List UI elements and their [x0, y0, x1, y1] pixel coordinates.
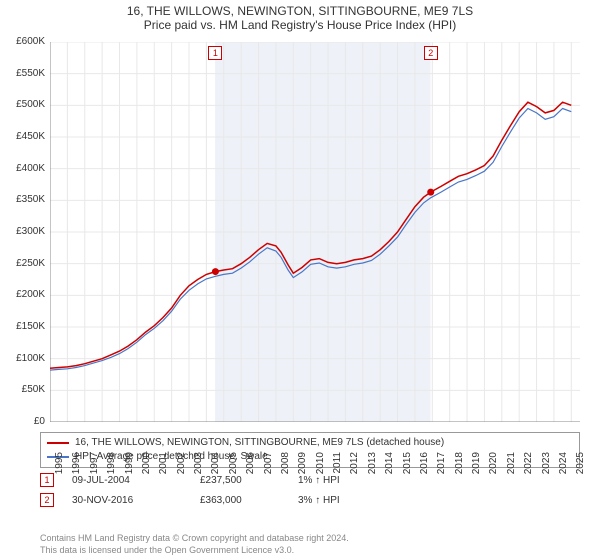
y-axis-tick-label: £400K [16, 163, 45, 174]
x-axis-tick-label: 2006 [245, 452, 256, 480]
marker-badge: 1 [40, 473, 54, 487]
y-axis-tick-label: £150K [16, 321, 45, 332]
transaction-date: 30-NOV-2016 [72, 495, 182, 506]
x-axis-tick-label: 2004 [210, 452, 221, 480]
attribution-line1: Contains HM Land Registry data © Crown c… [40, 532, 580, 544]
legend-row: 16, THE WILLOWS, NEWINGTON, SITTINGBOURN… [47, 436, 573, 450]
y-axis-tick-label: £50K [22, 384, 45, 395]
x-axis-tick-label: 2002 [176, 452, 187, 480]
x-axis-tick-label: 2021 [506, 452, 517, 480]
legend-label: 16, THE WILLOWS, NEWINGTON, SITTINGBOURN… [75, 436, 444, 450]
x-axis-tick-label: 2001 [158, 452, 169, 480]
transaction-row: 2 30-NOV-2016 £363,000 3% ↑ HPI [40, 490, 580, 510]
x-axis-tick-label: 2014 [384, 452, 395, 480]
chart-area: 12 [50, 42, 580, 422]
line-chart-svg [50, 42, 580, 422]
x-axis-tick-label: 2012 [349, 452, 360, 480]
x-axis-tick-label: 1995 [54, 452, 65, 480]
title-block: 16, THE WILLOWS, NEWINGTON, SITTINGBOURN… [0, 0, 600, 34]
x-axis-tick-label: 2023 [541, 452, 552, 480]
transaction-price: £363,000 [200, 495, 280, 506]
x-axis-tick-label: 2019 [471, 452, 482, 480]
chart-marker-label: 2 [424, 46, 438, 60]
x-axis-tick-label: 2016 [419, 452, 430, 480]
x-axis-tick-label: 1996 [71, 452, 82, 480]
y-axis-tick-label: £100K [16, 353, 45, 364]
x-axis-tick-label: 2024 [558, 452, 569, 480]
x-axis-tick-label: 2007 [263, 452, 274, 480]
legend-swatch [47, 442, 69, 444]
y-axis-tick-label: £550K [16, 68, 45, 79]
x-axis-tick-label: 2020 [488, 452, 499, 480]
chart-title-line1: 16, THE WILLOWS, NEWINGTON, SITTINGBOURN… [0, 4, 600, 18]
x-axis-tick-label: 2015 [402, 452, 413, 480]
x-axis-tick-label: 1999 [124, 452, 135, 480]
transaction-delta: 3% ↑ HPI [298, 495, 340, 506]
x-axis-tick-label: 1998 [106, 452, 117, 480]
x-axis-tick-label: 2010 [315, 452, 326, 480]
x-axis-tick-label: 1997 [89, 452, 100, 480]
chart-container: 16, THE WILLOWS, NEWINGTON, SITTINGBOURN… [0, 0, 600, 560]
y-axis-tick-label: £250K [16, 258, 45, 269]
attribution-line2: This data is licensed under the Open Gov… [40, 544, 580, 556]
y-axis-tick-label: £350K [16, 194, 45, 205]
x-axis-tick-label: 2003 [193, 452, 204, 480]
y-axis-tick-label: £200K [16, 289, 45, 300]
x-axis-tick-label: 2022 [523, 452, 534, 480]
y-axis-tick-label: £600K [16, 36, 45, 47]
x-axis-tick-label: 2011 [332, 452, 343, 480]
x-axis-tick-label: 2017 [436, 452, 447, 480]
attribution-block: Contains HM Land Registry data © Crown c… [40, 532, 580, 556]
x-axis-tick-label: 2005 [228, 452, 239, 480]
y-axis-tick-label: £450K [16, 131, 45, 142]
x-axis-tick-label: 2008 [280, 452, 291, 480]
chart-title-line2: Price paid vs. HM Land Registry's House … [0, 18, 600, 32]
x-axis-tick-label: 2000 [141, 452, 152, 480]
chart-marker-label: 1 [208, 46, 222, 60]
transaction-table: 1 09-JUL-2004 £237,500 1% ↑ HPI 2 30-NOV… [40, 470, 580, 510]
y-axis-tick-label: £500K [16, 99, 45, 110]
x-axis-tick-label: 2025 [575, 452, 586, 480]
transaction-row: 1 09-JUL-2004 £237,500 1% ↑ HPI [40, 470, 580, 490]
x-axis-tick-label: 2018 [454, 452, 465, 480]
x-axis-tick-label: 2013 [367, 452, 378, 480]
y-axis-tick-label: £0 [34, 416, 45, 427]
y-axis-tick-label: £300K [16, 226, 45, 237]
legend-box: 16, THE WILLOWS, NEWINGTON, SITTINGBOURN… [40, 432, 580, 468]
marker-badge: 2 [40, 493, 54, 507]
x-axis-tick-label: 2009 [297, 452, 308, 480]
